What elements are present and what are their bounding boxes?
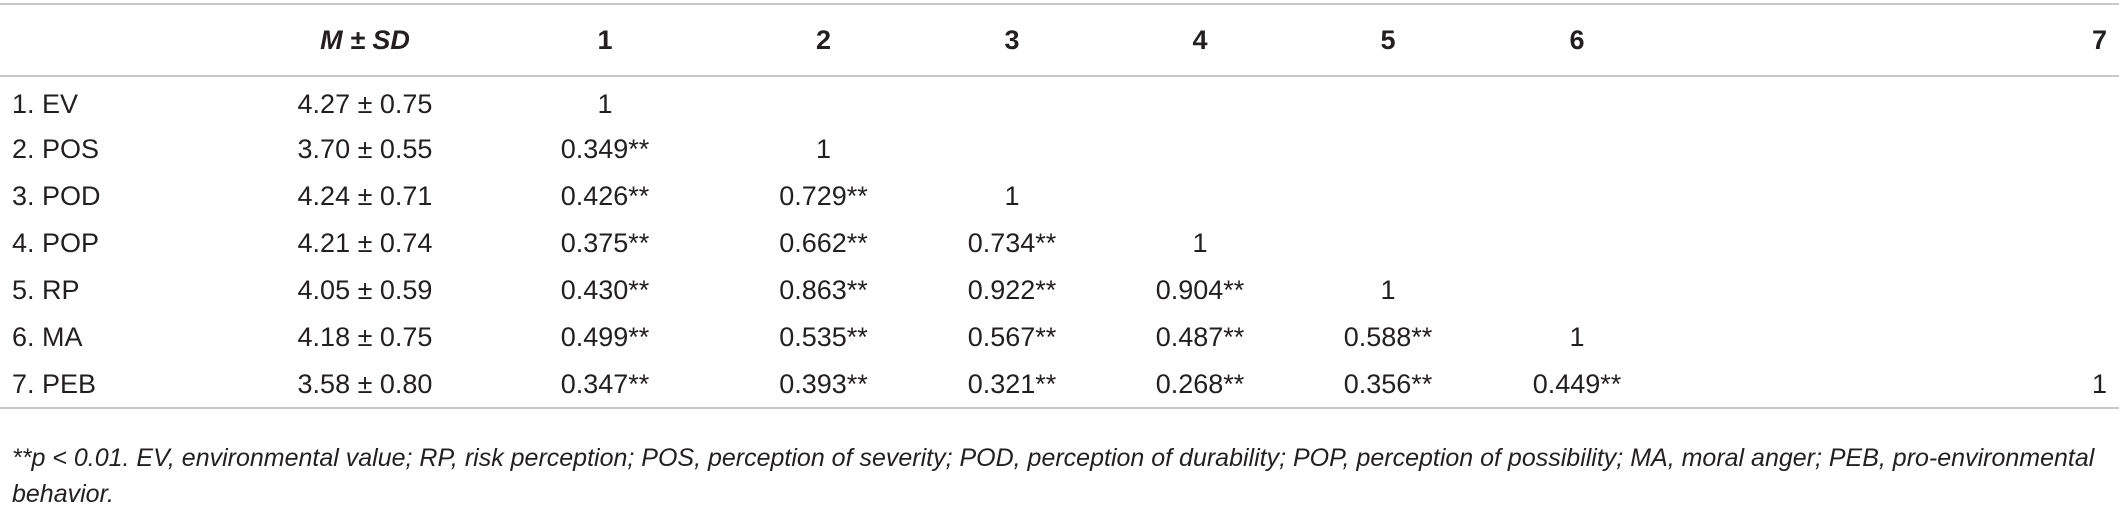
correlation-cell: 0.535** (779, 322, 868, 352)
correlation-cell (917, 76, 1107, 126)
correlation-cell (1671, 173, 2119, 220)
correlation-cell: 0.430** (560, 275, 650, 305)
header-col-4: 4 (1107, 3, 1293, 77)
correlation-cell: 0.426** (560, 181, 650, 211)
correlation-cell: 0.356** (1293, 361, 1483, 409)
correlation-table: M ± SD 1 2 3 4 5 6 7 1. EV 4.27 ± 0.75 1 2.… (0, 3, 2119, 409)
correlation-cell (1671, 267, 2119, 314)
correlation-cell: 0.922** (967, 275, 1057, 305)
correlation-cell (1293, 220, 1483, 267)
correlation-cell: 0.904** (1155, 275, 1245, 305)
header-col-5: 5 (1293, 3, 1483, 77)
table-header: M ± SD 1 2 3 4 5 6 7 (0, 3, 2119, 77)
correlation-cell: 0.499** (560, 322, 650, 352)
row-mean-sd: 4.21 ± 0.74 (297, 228, 433, 258)
table-row: 4. POP 4.21 ± 0.74 0.375** 0.662** 0.734** 1 (0, 220, 2119, 267)
correlation-cell (1671, 76, 2119, 126)
correlation-cell (1107, 126, 1293, 173)
header-col-1: 1 (480, 3, 730, 77)
row-mean-sd: 3.58 ± 0.80 (250, 361, 480, 409)
correlation-cell: 0.729** (779, 181, 868, 211)
row-mean-sd: 4.18 ± 0.75 (297, 322, 433, 352)
correlation-cell: 1 (815, 134, 832, 164)
correlation-cell (1293, 126, 1483, 173)
correlation-cell: 0.321** (917, 361, 1107, 409)
row-mean-sd: 4.05 ± 0.59 (297, 275, 433, 305)
table-footnote: **p < 0.01. EV, environmental value; RP,… (12, 444, 2095, 508)
header-msd-cell: M ± SD (250, 3, 480, 77)
table-row: 1. EV 4.27 ± 0.75 1 (0, 76, 2119, 126)
correlation-cell (1293, 76, 1483, 126)
row-label: 2. POS (12, 134, 100, 164)
correlation-cell: 1 (1004, 181, 1020, 211)
table-row: 3. POD 4.24 ± 0.71 0.426** 0.729** 1 (0, 173, 2119, 220)
correlation-cell (1483, 267, 1671, 314)
correlation-cell (1671, 126, 2119, 173)
correlation-cell (730, 76, 917, 126)
correlation-cell: 1 (1569, 322, 1585, 352)
correlation-cell (1107, 76, 1293, 126)
header-col-7: 7 (1671, 3, 2119, 77)
correlation-cell (1671, 314, 2119, 361)
row-label: 4. POP (12, 228, 100, 258)
correlation-cell (1671, 220, 2119, 267)
row-label: 1. EV (12, 89, 79, 119)
correlation-cell (1483, 76, 1671, 126)
table-row: 5. RP 4.05 ± 0.59 0.430** 0.863** 0.922** 0.9… (0, 267, 2119, 314)
correlation-cell (1293, 173, 1483, 220)
correlation-cell: 1 (597, 89, 613, 119)
correlation-cell: 0.567** (967, 322, 1057, 352)
correlation-cell: 0.588** (1343, 322, 1433, 352)
correlation-cell (1483, 173, 1671, 220)
row-label: 6. MA (12, 322, 83, 352)
correlation-cell (917, 126, 1107, 173)
correlation-cell: 0.863** (779, 275, 868, 305)
correlation-cell: 0.375** (560, 228, 650, 258)
table-row: 2. POS 3.70 ± 0.55 0.349** 1 (0, 126, 2119, 173)
correlation-cell (1107, 173, 1293, 220)
row-label: 3. POD (12, 181, 101, 211)
header-col-6: 6 (1483, 3, 1671, 77)
header-col-3: 3 (917, 3, 1107, 77)
correlation-cell: 0.734** (967, 228, 1057, 258)
correlation-cell (1483, 220, 1671, 267)
header-label-cell (0, 3, 250, 77)
row-mean-sd: 3.70 ± 0.55 (297, 134, 433, 164)
correlation-cell: 0.393** (730, 361, 917, 409)
correlation-cell: 0.268** (1107, 361, 1293, 409)
row-label: 7. PEB (0, 361, 250, 409)
correlation-cell: 0.449** (1483, 361, 1671, 409)
correlation-cell (1483, 126, 1671, 173)
header-row: M ± SD 1 2 3 4 5 6 7 (0, 3, 2119, 77)
correlation-cell: 0.487** (1155, 322, 1245, 352)
table-row: 7. PEB 3.58 ± 0.80 0.347** 0.393** 0.321** 0.… (0, 361, 2119, 409)
correlation-cell: 0.349** (560, 134, 650, 164)
correlation-cell: 0.347** (480, 361, 730, 409)
correlation-cell: 1 (1671, 361, 2119, 409)
row-label: 5. RP (12, 275, 80, 305)
correlation-cell: 1 (1380, 275, 1396, 305)
correlation-cell: 0.662** (779, 228, 868, 258)
row-mean-sd: 4.27 ± 0.75 (297, 89, 433, 119)
row-mean-sd: 4.24 ± 0.71 (297, 181, 433, 211)
header-col-2: 2 (730, 3, 917, 77)
correlation-cell: 1 (1192, 228, 1208, 258)
header-msd-text: M ± SD (320, 24, 410, 55)
table-row: 6. MA 4.18 ± 0.75 0.499** 0.535** 0.567** 0.4… (0, 314, 2119, 361)
table-body: 1. EV 4.27 ± 0.75 1 2. POS 3.70 ± 0.55 0.349*… (0, 76, 2119, 409)
